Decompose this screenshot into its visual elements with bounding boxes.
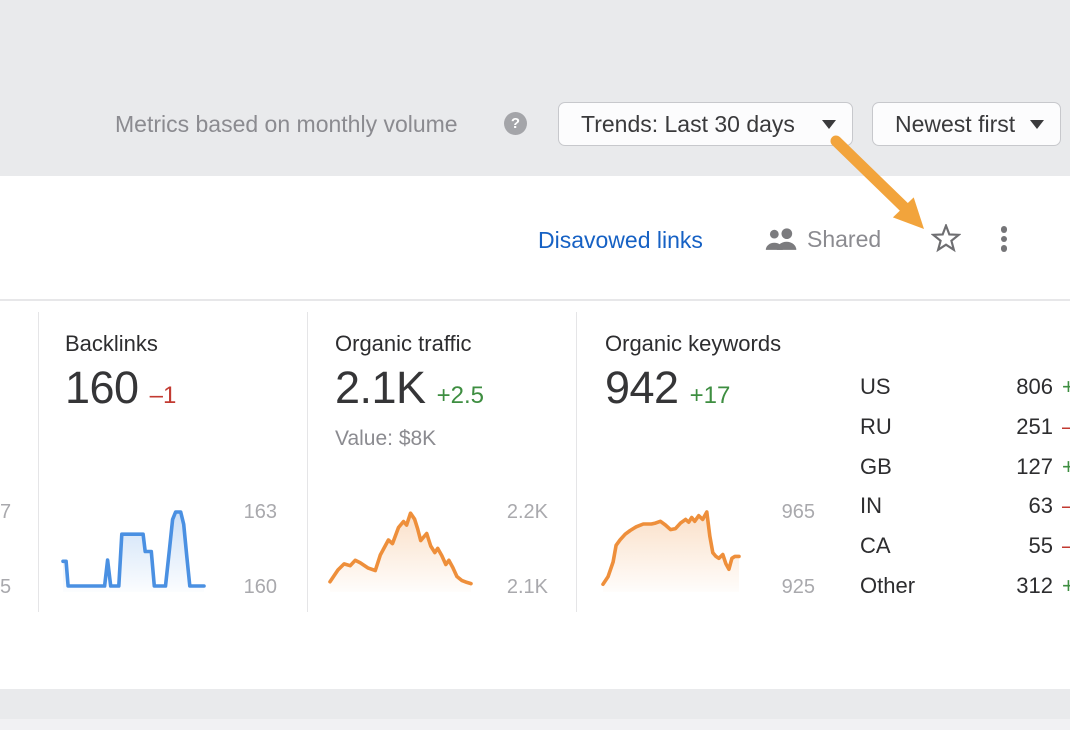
metric-title-organic-keywords: Organic keywords xyxy=(605,331,782,356)
axis-label: 160 xyxy=(243,576,277,598)
metrics-note: Metrics based on monthly volume xyxy=(115,111,458,137)
country-value: 312 xyxy=(1016,573,1053,598)
metric-value-organic-keywords: 942 +17 xyxy=(605,362,730,414)
country-row-gb: GB 127 + xyxy=(860,454,1070,482)
sort-dropdown[interactable]: Newest first xyxy=(872,102,1061,146)
axis-label: 925 xyxy=(781,576,815,598)
kebab-dot xyxy=(1000,226,1008,233)
top-bar: Metrics based on monthly volume ? Trends… xyxy=(0,0,1070,176)
trends-dropdown-label: Trends: Last 30 days xyxy=(581,110,795,137)
disavowed-links-link[interactable]: Disavowed links xyxy=(538,227,703,253)
country-delta-sign: – xyxy=(1062,493,1070,519)
organic-keywords-number: 942 xyxy=(605,362,679,413)
country-value: 251 xyxy=(1016,413,1053,439)
country-code: Other xyxy=(860,573,916,598)
sparkline-organic-traffic xyxy=(328,511,473,592)
country-row-ru: RU 251– xyxy=(860,414,1070,442)
help-icon[interactable]: ? xyxy=(504,112,527,135)
organic-traffic-delta: +2.5 xyxy=(436,382,484,409)
country-row-other: Other 312 + xyxy=(860,573,1070,601)
chevron-down-icon xyxy=(822,119,836,129)
axis-label: 163 xyxy=(243,501,277,523)
country-delta-sign: – xyxy=(1062,414,1070,440)
kebab-dot xyxy=(1000,245,1008,252)
axis-label: 965 xyxy=(781,501,815,523)
shared-indicator[interactable]: Shared xyxy=(764,226,881,253)
country-row-us: US 806 + xyxy=(860,374,1070,402)
country-code: IN xyxy=(860,493,882,519)
organic-keywords-delta: +17 xyxy=(689,382,731,409)
country-row-ca: CA 55– xyxy=(860,533,1070,561)
country-code: GB xyxy=(860,453,892,479)
country-row-in: IN 63– xyxy=(860,493,1070,521)
section-gap xyxy=(0,689,1070,719)
country-delta-sign: + xyxy=(1062,453,1070,479)
backlinks-number: 160 xyxy=(65,362,139,413)
sort-dropdown-label: Newest first xyxy=(895,110,1016,137)
backlinks-delta: –1 xyxy=(149,382,177,409)
card-divider xyxy=(307,312,308,612)
metric-value-organic-traffic: 2.1K +2.5 xyxy=(335,362,484,414)
favorite-star-icon[interactable] xyxy=(931,224,961,254)
country-value: 55 xyxy=(1028,533,1053,559)
axis-label-cropped: 7 xyxy=(0,501,12,523)
trends-dropdown[interactable]: Trends: Last 30 days xyxy=(558,102,853,146)
axis-label-cropped: 5 xyxy=(0,576,12,598)
sparkline-organic-keywords xyxy=(601,510,741,592)
metric-title-backlinks: Backlinks xyxy=(65,331,158,356)
kebab-dot xyxy=(1000,235,1008,243)
country-code: RU xyxy=(860,413,892,439)
next-section-edge xyxy=(0,719,1070,730)
country-delta-sign: + xyxy=(1062,573,1070,598)
horizontal-divider xyxy=(0,299,1070,301)
country-code: CA xyxy=(860,533,891,559)
country-value: 127 xyxy=(1016,453,1053,479)
country-code: US xyxy=(860,374,891,399)
shared-label: Shared xyxy=(807,226,882,252)
axis-label: 2.2K xyxy=(506,501,548,523)
axis-label: 2.1K xyxy=(506,576,548,598)
kebab-menu-icon[interactable] xyxy=(1000,226,1008,252)
country-delta-sign: + xyxy=(1062,374,1070,399)
people-icon xyxy=(765,228,797,250)
card-divider xyxy=(576,312,577,612)
country-value: 63 xyxy=(1028,493,1053,519)
country-delta-sign: – xyxy=(1062,533,1070,559)
metric-value-backlinks: 160 –1 xyxy=(65,362,176,414)
organic-traffic-number: 2.1K xyxy=(335,362,426,413)
card-divider xyxy=(38,312,39,612)
chevron-down-icon xyxy=(1030,119,1044,129)
sparkline-backlinks xyxy=(61,510,206,592)
traffic-value-note: Value: $8K xyxy=(335,427,437,450)
country-value: 806 xyxy=(1016,374,1053,399)
metric-title-organic-traffic: Organic traffic xyxy=(335,331,472,356)
